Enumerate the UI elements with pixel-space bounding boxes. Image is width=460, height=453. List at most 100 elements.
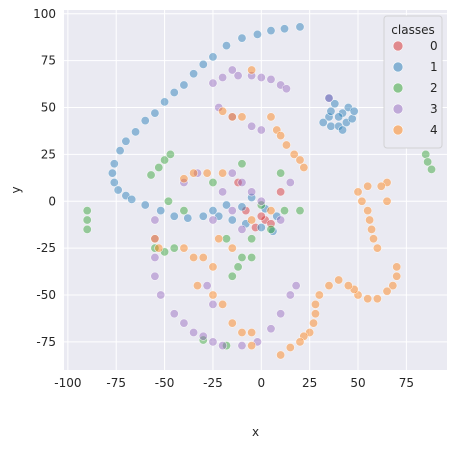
data-point [334, 275, 344, 285]
data-point [266, 206, 276, 216]
data-point [310, 299, 320, 309]
data-point [109, 159, 119, 169]
series-1 [107, 22, 359, 236]
data-point [382, 286, 392, 296]
data-point [334, 112, 344, 122]
data-point [276, 350, 286, 360]
data-point [198, 331, 208, 341]
data-point [192, 281, 202, 291]
data-point [241, 206, 251, 216]
data-point [427, 164, 437, 174]
legend-label: 3 [430, 102, 438, 116]
legend-marker [392, 103, 404, 115]
x-tick-label: 50 [350, 376, 365, 390]
data-point [324, 112, 334, 122]
data-point [208, 290, 218, 300]
data-point [198, 59, 208, 69]
data-point [266, 224, 276, 234]
data-point [227, 112, 237, 122]
data-point [260, 204, 270, 214]
data-point [247, 234, 257, 244]
data-point [198, 335, 208, 345]
data-point [368, 234, 378, 244]
data-point [365, 215, 375, 225]
data-point [189, 168, 199, 178]
data-point [221, 41, 231, 51]
x-tick-labels: -100 -75 -50 -25 0 25 50 75 [54, 376, 414, 390]
data-point [227, 206, 237, 216]
data-point [266, 324, 276, 334]
data-point [127, 194, 137, 204]
data-point [82, 206, 92, 216]
data-point [266, 112, 276, 122]
data-point [214, 234, 224, 244]
data-point [218, 341, 228, 351]
data-point [208, 215, 218, 225]
data-point [281, 84, 291, 94]
data-point [295, 155, 305, 165]
legend-label: 4 [430, 123, 438, 137]
data-point [330, 99, 340, 109]
data-point [266, 74, 276, 84]
legend-label: 1 [430, 60, 438, 74]
x-tick-label: 0 [257, 376, 265, 390]
data-point [221, 200, 231, 210]
data-point [221, 341, 231, 351]
x-tick-label: -75 [106, 376, 126, 390]
data-point [256, 211, 266, 221]
legend-items: 0 1 2 3 4 [392, 39, 438, 137]
data-point [276, 168, 286, 178]
data-point [256, 125, 266, 135]
data-point [208, 78, 218, 88]
data-point [218, 299, 228, 309]
data-point [266, 26, 276, 36]
data-point [309, 318, 319, 328]
data-point [82, 224, 92, 234]
data-point [247, 341, 257, 351]
data-point [169, 88, 179, 98]
data-point [202, 168, 212, 178]
data-point [208, 52, 218, 62]
legend-label: 2 [430, 81, 438, 95]
data-point [252, 29, 262, 39]
data-point [214, 103, 224, 113]
data-point [237, 159, 247, 169]
data-point [237, 327, 247, 337]
data-point [169, 309, 179, 319]
data-point [227, 271, 237, 281]
data-point [233, 178, 243, 188]
y-axis-title: y [9, 186, 23, 193]
data-point [179, 206, 189, 216]
data-point [363, 206, 373, 216]
data-point [113, 185, 123, 195]
data-point [183, 213, 193, 223]
data-point [165, 149, 175, 159]
data-point [372, 243, 382, 253]
data-point [189, 253, 199, 263]
data-point [372, 294, 382, 304]
data-point [208, 262, 218, 272]
data-point [150, 234, 160, 244]
data-point [318, 118, 328, 128]
x-tick-label: -25 [203, 376, 223, 390]
data-point [202, 281, 212, 291]
data-point [276, 131, 286, 141]
data-point [150, 215, 160, 225]
data-point [218, 106, 228, 116]
data-point [299, 163, 309, 173]
data-point [150, 271, 160, 281]
data-point [382, 196, 392, 206]
series-3 [150, 65, 334, 351]
y-tick-labels: -75 -50 -25 0 25 50 75 100 [33, 7, 56, 349]
data-point [189, 327, 199, 337]
data-point [233, 262, 243, 272]
data-point [314, 290, 324, 300]
data-point [218, 73, 228, 83]
data-point [256, 223, 266, 233]
data-point [295, 337, 305, 347]
data-point [338, 108, 348, 118]
legend-marker [392, 61, 404, 73]
data-point [324, 281, 334, 291]
x-tick-label: -100 [54, 376, 81, 390]
